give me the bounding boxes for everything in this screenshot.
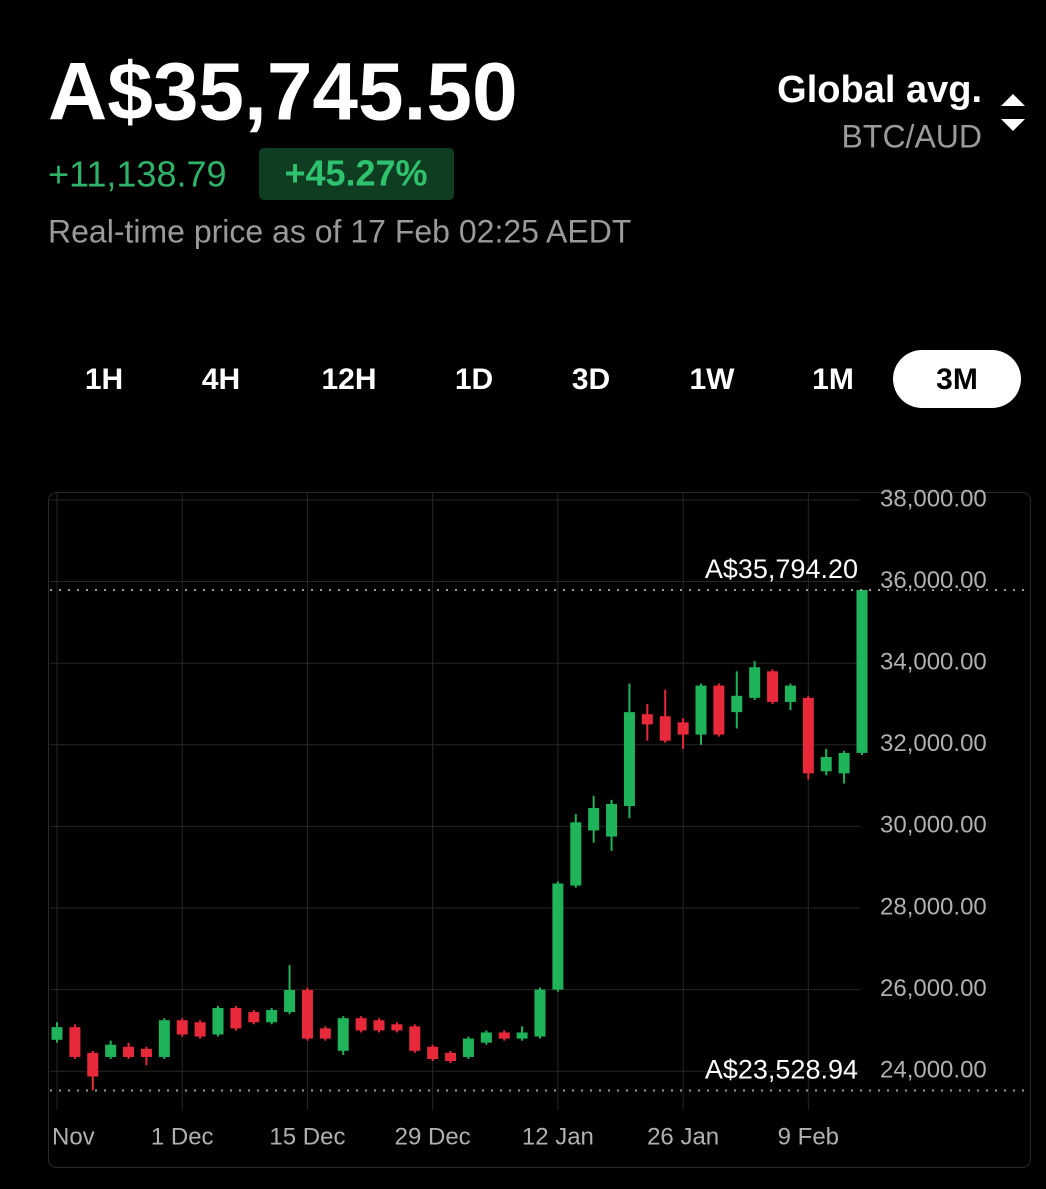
tab[interactable]: 12H — [321, 363, 376, 396]
annotation-label: A$35,794.20 — [705, 554, 858, 584]
tab[interactable]: 1W — [690, 363, 736, 396]
sort-down-icon[interactable] — [1001, 119, 1025, 131]
x-tick-label: 29 Dec — [395, 1123, 471, 1150]
candle-body — [158, 1020, 170, 1057]
candle-body — [856, 589, 868, 753]
y-tick-label: 24,000.00 — [880, 1057, 987, 1084]
tab-selected-pill[interactable] — [893, 350, 1021, 408]
candle-body — [767, 671, 779, 702]
candle-body — [659, 716, 671, 741]
candle-body — [266, 1010, 278, 1023]
candle-body — [588, 808, 600, 831]
candle-body — [51, 1027, 63, 1040]
tab[interactable]: 1H — [85, 363, 123, 396]
x-tick-label: 26 Jan — [647, 1123, 719, 1150]
sort-up-icon[interactable] — [1001, 94, 1025, 106]
candle-body — [284, 990, 296, 1013]
candle-body — [373, 1020, 385, 1031]
candle-body — [606, 803, 618, 837]
candle-body — [337, 1018, 349, 1051]
candle-body — [301, 990, 313, 1039]
change: +11,138.79 — [48, 154, 227, 195]
x-tick-label: 12 Jan — [522, 1123, 594, 1150]
y-tick-label: 26,000.00 — [880, 975, 987, 1002]
candle-body — [480, 1032, 492, 1043]
candle-body — [695, 685, 707, 735]
candle-body — [552, 883, 564, 990]
candle-body — [802, 697, 814, 774]
candle-body — [534, 989, 546, 1037]
price: A$35,745.50 — [48, 47, 518, 138]
candle-body — [427, 1046, 439, 1059]
pair: BTC/AUD — [842, 118, 982, 154]
y-tick-label: 34,000.00 — [880, 649, 987, 676]
candle-body — [319, 1028, 331, 1039]
timestamp: Real-time price as of 17 Feb 02:25 AEDT — [48, 213, 631, 249]
x-tick-label: 15 Dec — [269, 1123, 345, 1150]
candle-body — [123, 1046, 135, 1057]
candle-body — [677, 722, 689, 735]
y-tick-label: 28,000.00 — [880, 893, 987, 920]
candle-body — [391, 1024, 403, 1031]
tab[interactable]: 1D — [455, 363, 493, 396]
candle-body — [516, 1032, 528, 1039]
x-tick-label: Nov — [52, 1123, 95, 1150]
y-tick-label: 30,000.00 — [880, 812, 987, 839]
y-tick-label: 32,000.00 — [880, 730, 987, 757]
candle-body — [820, 757, 832, 772]
candle-body — [212, 1007, 224, 1035]
candle-body — [69, 1027, 81, 1057]
change-pct: +45.27% — [284, 153, 427, 194]
candle-body — [838, 752, 850, 774]
change-pct-badge — [259, 148, 454, 200]
candle-body — [87, 1052, 99, 1077]
candle-body — [194, 1022, 206, 1037]
annotation-label: A$23,528.94 — [705, 1055, 858, 1085]
candle-body — [498, 1032, 510, 1039]
candle-body — [731, 695, 743, 713]
candle-body — [713, 685, 725, 735]
candle-body — [105, 1044, 117, 1057]
tab[interactable]: 4H — [202, 363, 240, 396]
y-tick-label: 38,000.00 — [880, 485, 987, 512]
candle-body — [445, 1052, 457, 1062]
candle-body — [409, 1026, 421, 1051]
candle-body — [641, 714, 653, 725]
candle-body — [230, 1007, 242, 1029]
candle-body — [248, 1012, 260, 1023]
candle-body — [784, 685, 796, 702]
x-tick-label: 1 Dec — [151, 1123, 214, 1150]
candle-body — [749, 667, 761, 698]
candle-body — [176, 1020, 188, 1035]
tab[interactable]: 3M — [936, 363, 978, 396]
tab[interactable]: 3D — [572, 363, 610, 396]
candle-body — [462, 1038, 474, 1057]
candle-body — [355, 1018, 367, 1031]
chart-frame — [48, 492, 1031, 1168]
tab[interactable]: 1M — [812, 363, 854, 396]
source-selector[interactable]: Global avg. — [777, 69, 982, 111]
candle-body — [140, 1048, 152, 1057]
candle-body — [570, 822, 582, 886]
x-tick-label: 9 Feb — [778, 1123, 839, 1150]
candle-body — [623, 712, 635, 806]
